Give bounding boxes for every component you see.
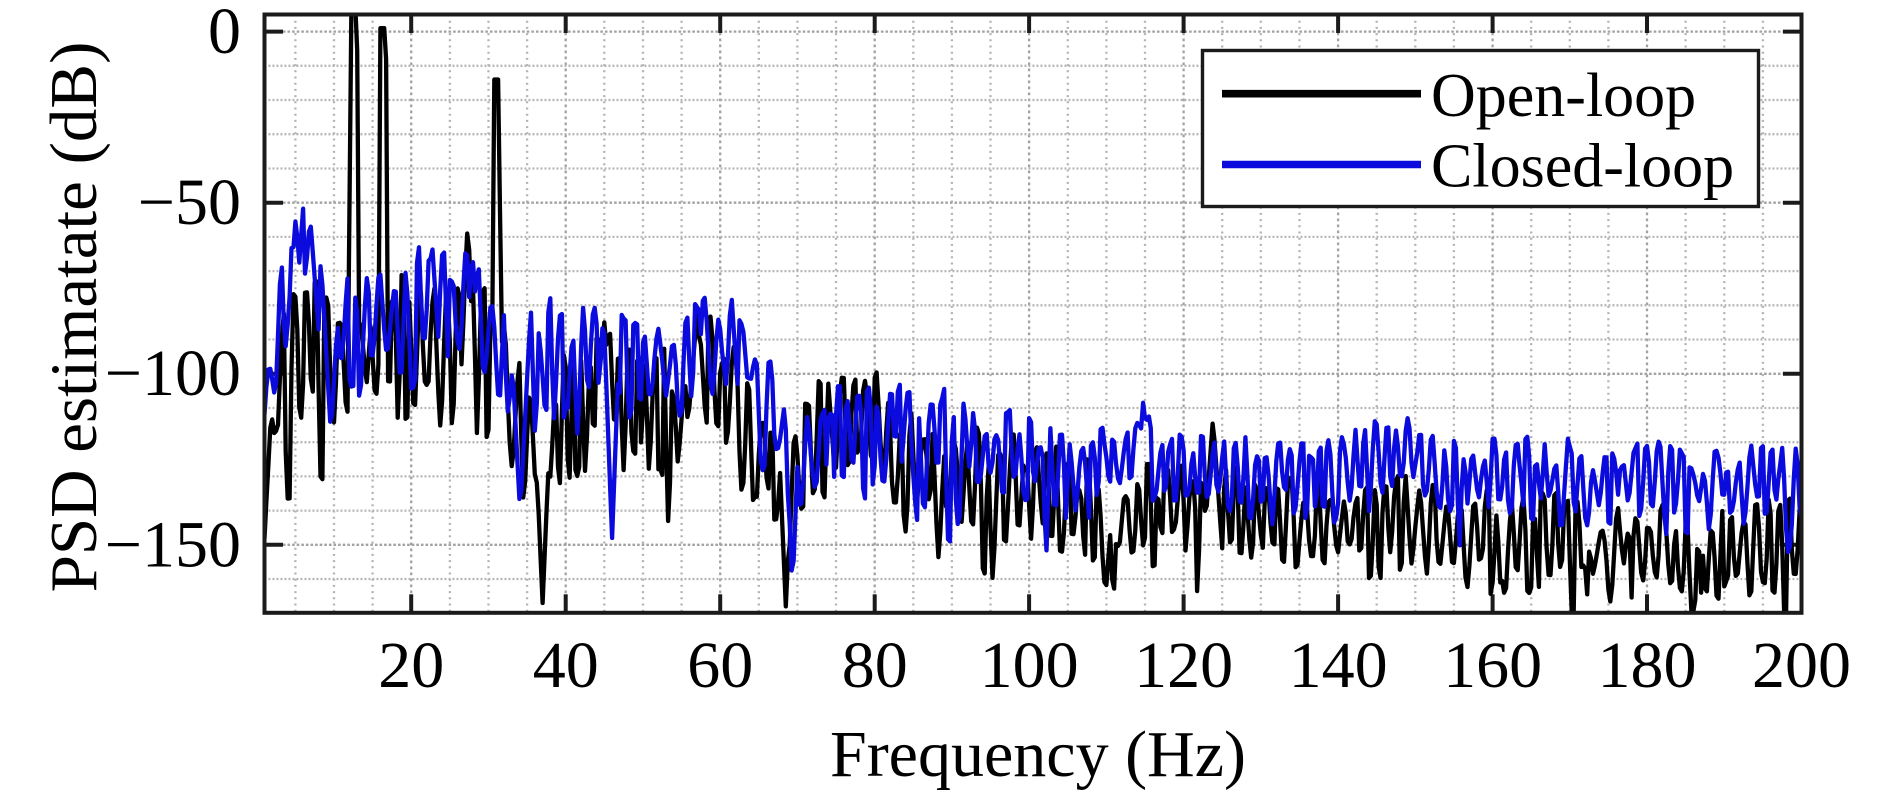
svg-text:160: 160 [1443, 629, 1542, 702]
svg-text:20: 20 [378, 629, 444, 702]
svg-text:180: 180 [1598, 629, 1697, 702]
svg-text:−150: −150 [105, 508, 241, 581]
svg-text:40: 40 [533, 629, 599, 702]
svg-text:140: 140 [1289, 629, 1388, 702]
svg-text:Open-loop: Open-loop [1431, 62, 1696, 130]
svg-text:−50: −50 [138, 166, 241, 239]
svg-text:PSD estimatate (dB): PSD estimatate (dB) [37, 42, 111, 593]
svg-text:200: 200 [1752, 629, 1851, 702]
svg-text:0: 0 [208, 0, 241, 68]
svg-text:Frequency (Hz): Frequency (Hz) [830, 718, 1246, 791]
svg-text:100: 100 [980, 629, 1079, 702]
svg-text:60: 60 [687, 629, 753, 702]
svg-text:−100: −100 [105, 337, 241, 410]
svg-text:80: 80 [842, 629, 908, 702]
svg-text:Closed-loop: Closed-loop [1431, 133, 1734, 201]
svg-text:120: 120 [1134, 629, 1233, 702]
